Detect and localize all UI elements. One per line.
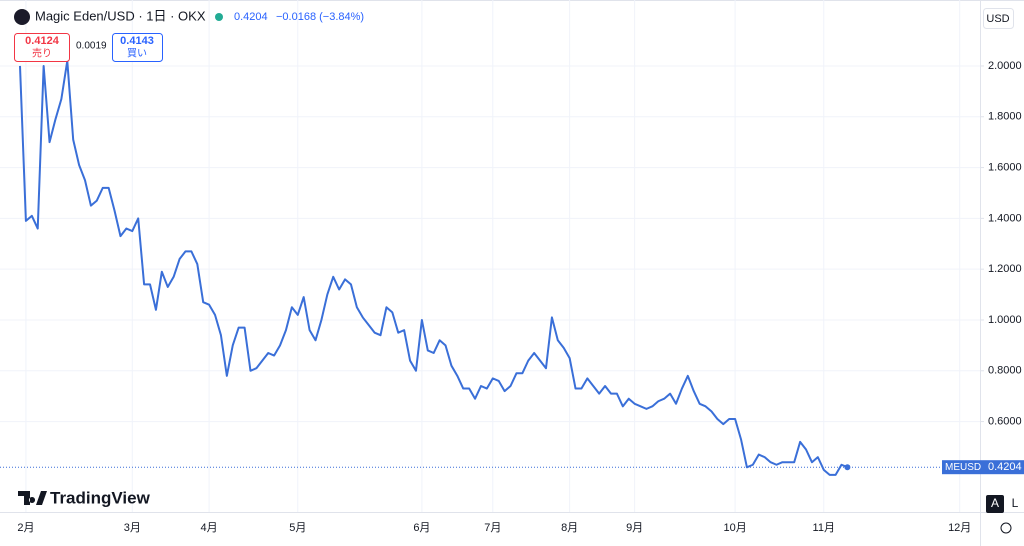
x-tick-label: 3月 <box>124 522 141 534</box>
buy-label: 買い <box>127 48 147 60</box>
price-change: −0.0168 (−3.84%) <box>276 11 364 23</box>
market-status <box>215 13 223 21</box>
x-tick-label: 2月 <box>17 522 34 534</box>
log-scale-label[interactable]: L <box>1012 496 1019 510</box>
plot <box>19 59 851 476</box>
price-label-symbol: MEUSD <box>945 462 981 473</box>
x-tick-label: 11月 <box>813 522 835 534</box>
x-tick-label: 12月 <box>948 522 971 534</box>
y-tick-label: 0.8000 <box>988 365 1022 377</box>
price-label-bg <box>942 460 1024 475</box>
symbol-title[interactable]: Magic Eden/USD · 1日 · OKX <box>35 8 206 23</box>
price-line <box>19 59 848 476</box>
y-tick-label: 0.6000 <box>988 415 1022 427</box>
y-tick-label: 1.8000 <box>988 111 1022 123</box>
x-tick-label: 6月 <box>413 522 430 534</box>
grid <box>0 0 980 512</box>
currency: USD <box>986 13 1009 25</box>
spread: 0.0019 <box>76 41 107 52</box>
x-tick-label: 7月 <box>484 522 501 534</box>
y-tick-label: 1.2000 <box>988 263 1022 275</box>
x-tick-label: 9月 <box>626 522 643 534</box>
sell-price: 0.4124 <box>25 35 60 47</box>
x-tick-label: 5月 <box>289 522 306 534</box>
last-price: 0.4204 <box>234 11 268 23</box>
buy-price: 0.4143 <box>120 35 154 47</box>
y-tick-label: 1.0000 <box>988 314 1022 326</box>
brand-logo <box>18 491 47 505</box>
sell-label: 売り <box>32 47 52 60</box>
price-label-value: 0.4204 <box>988 461 1022 473</box>
auto-scale-label: A <box>991 496 999 510</box>
x-tick-label: 8月 <box>561 522 578 534</box>
y-tick-label: 2.0000 <box>988 60 1022 72</box>
sell-button[interactable] <box>14 33 70 62</box>
symbol-logo <box>14 9 30 25</box>
auto-scale-button[interactable] <box>986 495 1004 513</box>
brand-name[interactable]: TradingView <box>50 488 151 507</box>
x-tick-label: 4月 <box>201 522 218 534</box>
x-tick-label: 10月 <box>723 522 746 534</box>
y-tick-label: 1.6000 <box>988 161 1022 173</box>
last-point <box>844 464 851 471</box>
buy-button[interactable] <box>112 33 163 62</box>
settings-button[interactable] <box>1000 522 1012 534</box>
currency-button[interactable] <box>983 8 1014 29</box>
y-tick-label: 1.4000 <box>988 212 1022 224</box>
